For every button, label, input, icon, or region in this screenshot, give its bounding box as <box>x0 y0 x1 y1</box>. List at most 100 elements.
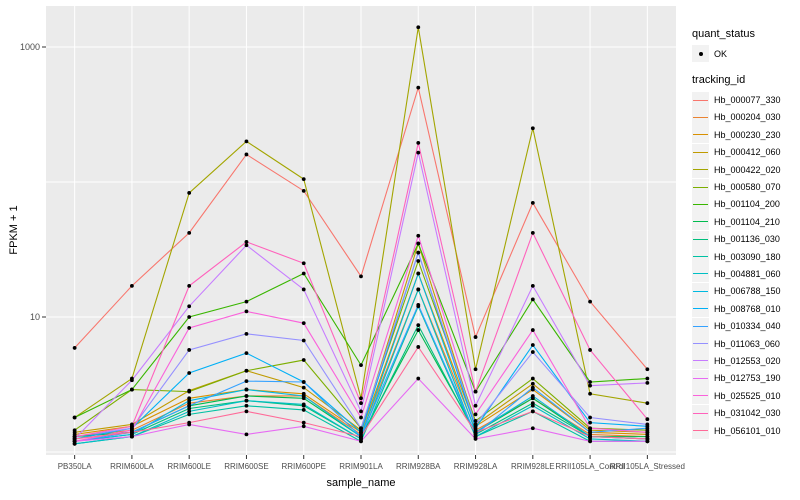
data-point <box>473 389 478 394</box>
line-swatch-icon <box>692 352 709 370</box>
data-point <box>530 403 535 408</box>
data-point <box>244 351 249 356</box>
data-point <box>416 323 421 328</box>
line-swatch-icon <box>692 126 709 144</box>
legend-item-Hb_011063_060: Hb_011063_060 <box>692 335 798 353</box>
legend-item-Hb_000580_070: Hb_000580_070 <box>692 178 798 196</box>
legend-item-label: Hb_000077_330 <box>714 95 781 106</box>
data-point <box>645 422 650 427</box>
legend-title-tracking-id: tracking_id <box>692 74 746 87</box>
legend-item-Hb_012753_190: Hb_012753_190 <box>692 369 798 387</box>
data-point <box>244 331 249 336</box>
data-point <box>416 85 421 90</box>
data-point <box>530 297 535 302</box>
data-point <box>187 412 192 417</box>
x-axis-title: sample_name <box>326 477 396 489</box>
line-swatch-icon <box>692 300 709 318</box>
data-point <box>473 335 478 339</box>
legend-item-Hb_025525_010: Hb_025525_010 <box>692 387 798 405</box>
data-point <box>187 191 192 195</box>
y-tick-label-1000: 1000 <box>19 42 40 52</box>
line-swatch-icon <box>692 282 709 300</box>
line-swatch-icon <box>692 213 709 231</box>
data-point <box>359 430 363 435</box>
data-point <box>187 315 192 319</box>
legend-item-label: Hb_025525_010 <box>714 390 781 401</box>
data-point <box>72 428 77 433</box>
data-point <box>130 424 134 429</box>
data-point <box>588 380 592 384</box>
data-point <box>301 188 306 193</box>
data-point <box>530 381 535 386</box>
data-point <box>588 430 592 435</box>
x-tick-label-RRII105LA_Stressed: RRII105LA_Stressed <box>609 462 685 471</box>
data-point <box>588 415 592 420</box>
line-swatch-icon <box>692 317 709 335</box>
legend-item-Hb_000422_020: Hb_000422_020 <box>692 161 798 179</box>
data-point <box>72 437 77 441</box>
data-point <box>187 283 192 288</box>
data-point <box>187 406 192 411</box>
data-point <box>530 350 535 354</box>
data-point <box>72 346 77 350</box>
data-point <box>645 376 650 381</box>
legend-item-Hb_001136_030: Hb_001136_030 <box>692 230 798 248</box>
data-point <box>530 126 535 131</box>
x-tick-label-RRIM600LE: RRIM600LE <box>167 462 211 471</box>
data-point <box>473 426 478 431</box>
legend-item-Hb_000230_230: Hb_000230_230 <box>692 126 798 144</box>
legend-item-label: Hb_001104_210 <box>714 216 780 227</box>
legend-item-label: Hb_000204_030 <box>714 112 781 123</box>
data-point <box>588 426 592 431</box>
data-point <box>530 283 535 288</box>
data-point <box>130 387 134 392</box>
data-point <box>530 426 535 431</box>
data-point <box>359 274 363 279</box>
legend-item-ok: OK <box>692 45 798 63</box>
line-swatch-icon <box>692 335 709 353</box>
data-point <box>359 426 363 431</box>
data-point <box>301 402 306 407</box>
data-point <box>530 394 535 398</box>
data-point <box>244 152 249 157</box>
legend-item-Hb_000412_060: Hb_000412_060 <box>692 143 798 161</box>
data-point <box>244 387 249 392</box>
data-point <box>244 239 249 244</box>
data-point <box>530 376 535 381</box>
data-point <box>187 420 192 425</box>
legend-item-label: Hb_011063_060 <box>714 338 780 349</box>
data-point <box>645 401 650 406</box>
data-point <box>301 177 306 182</box>
line-swatch-icon <box>692 248 709 266</box>
data-point <box>244 394 249 398</box>
line-swatch-icon <box>692 195 709 213</box>
data-point <box>187 389 192 394</box>
data-point <box>645 380 650 385</box>
data-point <box>187 398 192 403</box>
legend-item-label: Hb_001104_200 <box>714 199 780 210</box>
data-point <box>301 261 306 266</box>
line-swatch-icon <box>692 143 709 161</box>
data-point <box>187 409 192 414</box>
data-point <box>473 418 478 423</box>
legend-item-Hb_056101_010: Hb_056101_010 <box>692 422 798 439</box>
line-swatch-icon <box>692 422 709 439</box>
data-point <box>244 403 249 408</box>
legend-item-Hb_031042_030: Hb_031042_030 <box>692 404 798 422</box>
data-point <box>301 338 306 343</box>
data-point <box>416 241 421 246</box>
data-point <box>645 430 650 435</box>
x-tick-label-RRIM600PE: RRIM600PE <box>281 462 326 471</box>
data-point <box>244 139 249 144</box>
data-point <box>530 201 535 205</box>
data-point <box>645 367 650 372</box>
data-point <box>473 437 478 441</box>
data-point <box>244 368 249 373</box>
x-tick-label-RRIM600LA: RRIM600LA <box>110 462 154 471</box>
line-swatch-icon <box>692 178 709 196</box>
data-point <box>244 432 249 437</box>
data-point <box>301 420 306 425</box>
data-point <box>416 250 421 255</box>
data-point <box>301 321 306 326</box>
